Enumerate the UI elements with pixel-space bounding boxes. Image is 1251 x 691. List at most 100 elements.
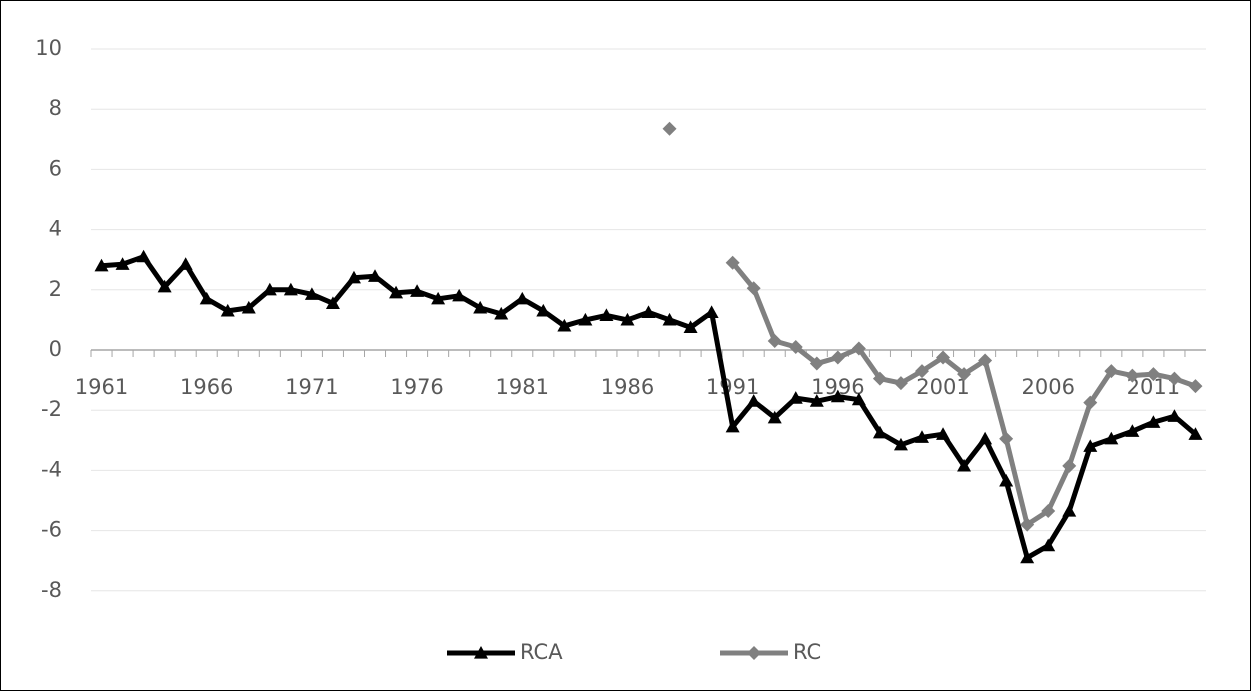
y-tick-label: -4 [41, 457, 62, 481]
y-tick-label: 4 [49, 217, 62, 241]
x-tick-label: 1981 [496, 375, 549, 399]
x-tick-label: 1991 [706, 375, 759, 399]
data-point [578, 312, 593, 326]
data-point [746, 281, 761, 296]
data-point [999, 431, 1014, 446]
y-tick-label: 8 [49, 96, 62, 120]
data-point [872, 425, 887, 439]
x-tick-label: 2006 [1021, 375, 1074, 399]
data-point [830, 389, 845, 403]
data-point [999, 473, 1014, 487]
data-point [788, 391, 803, 404]
data-point [957, 458, 972, 472]
data-point [304, 287, 319, 300]
data-point [830, 350, 845, 365]
data-point [851, 341, 866, 356]
data-point [1146, 415, 1161, 428]
y-tick-label: 6 [49, 156, 62, 180]
data-point [767, 333, 782, 348]
data-point [452, 288, 467, 302]
data-point [914, 364, 929, 379]
x-tick-label: 1961 [75, 375, 128, 399]
data-point [389, 285, 404, 299]
data-point [704, 305, 719, 318]
data-point [220, 303, 235, 317]
data-point [325, 296, 340, 309]
data-point [536, 303, 551, 317]
y-tick-label: -2 [41, 397, 62, 421]
x-tick-label: 2001 [916, 375, 969, 399]
data-point [1188, 427, 1203, 440]
data-point [283, 282, 298, 296]
data-point [410, 284, 425, 297]
data-point [978, 431, 993, 445]
data-point [767, 410, 782, 424]
data-point [1104, 364, 1119, 379]
y-tick-label: -6 [41, 518, 62, 542]
data-point [1188, 379, 1203, 394]
legend-marker [747, 646, 761, 660]
data-point [557, 318, 572, 332]
data-point [94, 258, 109, 272]
data-point [1062, 504, 1077, 517]
data-point [1167, 409, 1182, 422]
data-point [746, 394, 761, 407]
data-point [725, 419, 740, 433]
data-point [809, 394, 824, 407]
data-point [957, 367, 972, 382]
data-point [1167, 371, 1182, 386]
data-point [136, 249, 151, 263]
data-point [599, 308, 614, 321]
data-point [115, 257, 130, 270]
x-tick-label: 1966 [180, 375, 233, 399]
data-point [620, 312, 635, 326]
data-point [1062, 458, 1077, 473]
data-point [725, 255, 740, 270]
data-point [473, 300, 488, 314]
y-tick-label: 2 [49, 277, 62, 301]
data-point [1104, 431, 1119, 445]
data-point [1020, 517, 1035, 532]
data-point [978, 353, 993, 368]
data-point [1041, 504, 1056, 519]
data-point [241, 300, 256, 314]
legend-label: RCA [520, 640, 563, 664]
data-point [368, 269, 383, 282]
data-point [1020, 550, 1035, 564]
data-point [936, 427, 951, 440]
data-point [641, 305, 656, 318]
data-point [262, 282, 277, 296]
y-tick-label: 10 [35, 36, 62, 60]
data-point [662, 121, 677, 136]
data-point [662, 312, 677, 326]
data-point [1083, 439, 1098, 452]
data-point [851, 392, 866, 406]
y-tick-label: 0 [49, 337, 62, 361]
data-point [178, 257, 193, 270]
legend-label: RC [793, 640, 821, 664]
data-point [893, 437, 908, 451]
data-point [157, 279, 172, 293]
data-point [1041, 538, 1056, 552]
data-point [893, 376, 908, 391]
legend-marker [474, 646, 488, 659]
x-tick-label: 1986 [601, 375, 654, 399]
data-point [1125, 424, 1140, 437]
data-point [872, 371, 887, 386]
data-point [809, 356, 824, 371]
data-point [788, 339, 803, 354]
data-point [683, 320, 698, 334]
data-point [515, 291, 530, 305]
x-tick-label: 1976 [390, 375, 443, 399]
data-point [1146, 367, 1161, 382]
data-point [346, 270, 361, 284]
data-point [1083, 395, 1098, 410]
data-point [494, 306, 509, 320]
data-point [431, 291, 446, 305]
data-point [199, 291, 214, 305]
data-point [914, 430, 929, 443]
data-point [936, 350, 951, 365]
y-tick-label: -8 [41, 578, 62, 602]
